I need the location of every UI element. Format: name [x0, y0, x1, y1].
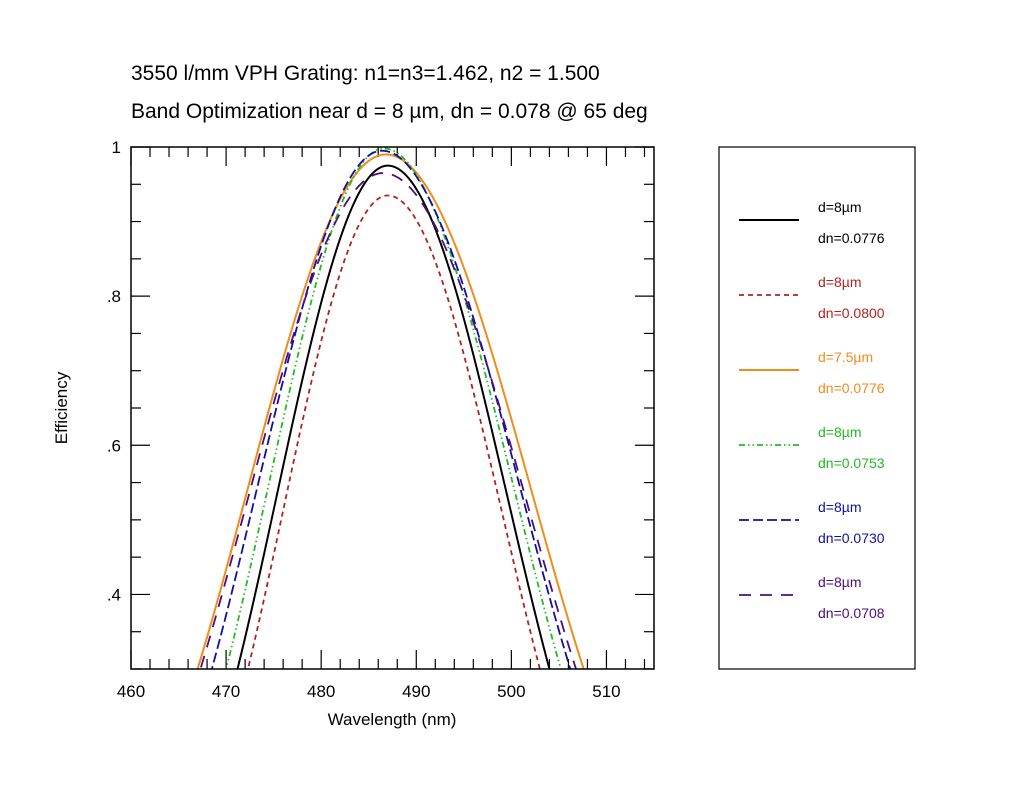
series-line	[225, 147, 562, 669]
legend-label: dn=0.0776	[818, 230, 885, 246]
legend: d=8µm dn=0.0776 d=8µm dn=0.0800 d=7.5µm dn=0.…	[739, 199, 885, 621]
chart-subtitle: Band Optimization near d = 8 µm, dn = 0.…	[131, 100, 648, 123]
plot-frame	[130, 146, 655, 670]
y-tick-label: 1	[112, 138, 121, 157]
x-tick-label: 510	[592, 682, 620, 701]
x-tick-label: 460	[117, 682, 145, 701]
legend-label: dn=0.0753	[818, 455, 885, 471]
x-tick-label: 490	[402, 682, 430, 701]
legend-label: d=8µm	[818, 499, 861, 515]
x-tick-label: 470	[212, 682, 240, 701]
chart-title: 3550 l/mm VPH Grating: n1=n3=1.462, n2 =…	[131, 62, 600, 85]
legend-label: dn=0.0708	[818, 605, 885, 621]
legend-label: d=8µm	[818, 274, 861, 290]
legend-label: dn=0.0800	[818, 305, 885, 321]
legend-label: dn=0.0776	[818, 380, 885, 396]
legend-label: d=7.5µm	[818, 349, 873, 365]
series-line	[247, 194, 541, 669]
series-line	[236, 164, 551, 669]
y-tick-label: .4	[107, 585, 121, 604]
x-tick-label: 500	[497, 682, 525, 701]
y-tick-label: .6	[107, 436, 121, 455]
legend-label: dn=0.0730	[818, 530, 885, 546]
tick-labels: 460 470 480 490 500 510 .4 .6 .8 1	[107, 138, 621, 701]
x-axis-label: Wavelength (nm)	[328, 710, 457, 729]
series-line	[196, 153, 585, 669]
legend-label: d=8µm	[818, 574, 861, 590]
y-axis-label: Efficiency	[52, 371, 71, 444]
x-tick-label: 480	[307, 682, 335, 701]
legend-box	[718, 146, 916, 670]
axis-ticks	[130, 146, 654, 670]
legend-label: d=8µm	[818, 424, 861, 440]
legend-label: d=8µm	[818, 199, 861, 215]
series-line	[199, 172, 577, 669]
data-series	[196, 147, 585, 669]
series-line	[210, 149, 572, 669]
y-tick-label: .8	[107, 287, 121, 306]
